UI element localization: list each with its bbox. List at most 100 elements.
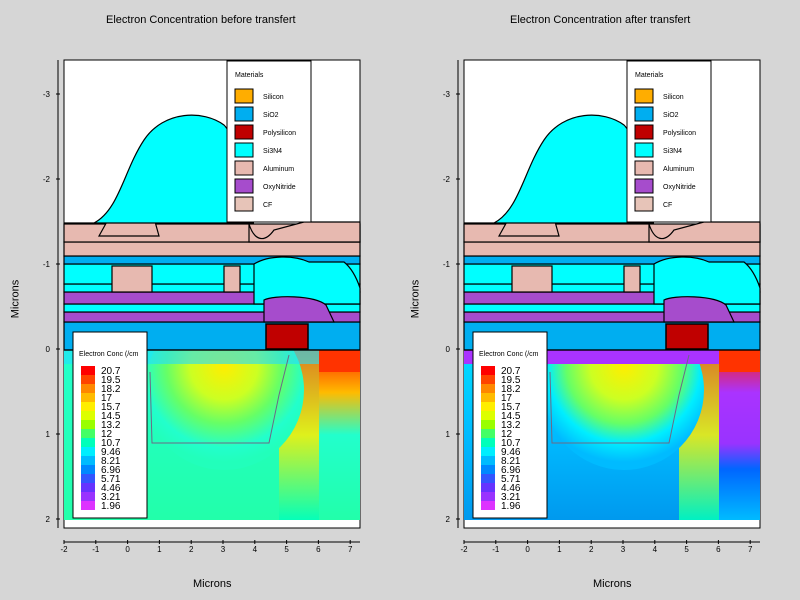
concentration-legend-swatch — [481, 456, 495, 465]
aluminum-step-right — [248, 221, 361, 243]
concentration-legend-swatch — [81, 429, 95, 438]
concentration-legend-swatch — [81, 402, 95, 411]
concentration-legend-swatch — [481, 393, 495, 402]
plot-panel-before: Materials Silicon SiO2 Polysilicon Si3N4 Alum… — [43, 59, 361, 554]
concentration-legend-level: 15.7 — [501, 402, 521, 413]
concentration-legend-swatch — [481, 483, 495, 492]
materials-legend-label: Polysilicon — [263, 130, 296, 137]
concentration-legend-level: 10.7 — [501, 438, 521, 449]
concentration-legend-swatch — [481, 447, 495, 456]
materials-legend-label: Si3N4 — [663, 148, 682, 155]
concentration-legend-swatch — [81, 384, 95, 393]
materials-legend-swatch — [634, 196, 654, 212]
concentration-legend-swatch — [81, 465, 95, 474]
materials-legend-label: OxyNitride — [663, 184, 696, 191]
y-tick-label: -1 — [443, 260, 451, 269]
chart-title-after: Electron Concentration after transfert — [510, 14, 691, 26]
concentration-legend-swatch — [481, 366, 495, 375]
drain-surface — [719, 350, 760, 372]
concentration-legend-level: 13.2 — [101, 420, 121, 431]
concentration-legend-swatch — [481, 384, 495, 393]
concentration-legend-swatch — [81, 456, 95, 465]
concentration-legend-level: 3.21 — [501, 492, 521, 503]
materials-legend-label: SiO2 — [263, 112, 279, 119]
concentration-legend-level: 17 — [101, 393, 113, 404]
concentration-legend-level: 8.21 — [501, 456, 521, 467]
concentration-legend-level: 5.71 — [501, 474, 521, 485]
x-tick-label: 4 — [653, 545, 658, 554]
concentration-legend-level: 4.46 — [101, 483, 121, 494]
layer-aluminum-2 — [463, 241, 761, 257]
x-axis-label-before: Microns — [193, 578, 232, 590]
y-tick-label: 2 — [46, 515, 51, 524]
x-tick-label: 6 — [716, 545, 721, 554]
x-tick-label: 7 — [748, 545, 753, 554]
x-axis-label-after: Microns — [593, 578, 632, 590]
x-tick-label: 7 — [348, 545, 353, 554]
concentration-legend-level: 19.5 — [101, 375, 121, 386]
concentration-legend-level: 20.7 — [501, 366, 521, 377]
drain-surface — [319, 350, 360, 372]
concentration-legend-level: 4.46 — [501, 483, 521, 494]
aluminum-block-mid — [223, 265, 241, 293]
x-tick-label: -2 — [460, 545, 468, 554]
concentration-legend-level: 6.96 — [501, 465, 521, 476]
concentration-legend-swatch — [481, 474, 495, 483]
concentration-legend-swatch — [81, 483, 95, 492]
y-tick-label: -1 — [43, 260, 51, 269]
x-tick-label: 3 — [621, 545, 626, 554]
materials-legend-label: Si3N4 — [263, 148, 282, 155]
concentration-legend-level: 18.2 — [501, 384, 521, 395]
materials-legend-label: Silicon — [263, 94, 284, 101]
concentration-legend-swatch — [481, 375, 495, 384]
concentration-legend-level: 1.96 — [101, 501, 121, 512]
concentration-legend-title: Electron Conc (/cm — [79, 351, 139, 358]
x-tick-label: -1 — [92, 545, 100, 554]
concentration-legend-swatch — [81, 447, 95, 456]
materials-legend-swatch — [634, 124, 654, 140]
concentration-legend-level: 12 — [501, 429, 513, 440]
y-tick-label: -2 — [443, 175, 451, 184]
y-tick-label: 1 — [46, 430, 51, 439]
materials-legend-swatch — [234, 178, 254, 194]
x-tick-label: 6 — [316, 545, 321, 554]
concentration-legend-swatch — [81, 474, 95, 483]
concentration-legend-swatch — [481, 465, 495, 474]
materials-legend-title: Materials — [635, 72, 664, 79]
concentration-legend-level: 14.5 — [501, 411, 521, 422]
concentration-legend-swatch — [81, 492, 95, 501]
aluminum-block-left — [111, 265, 153, 293]
materials-legend-swatch — [234, 124, 254, 140]
aluminum-block-left — [511, 265, 553, 293]
materials-legend — [226, 60, 312, 223]
si3n4-step-right — [253, 256, 361, 305]
materials-legend-swatch — [234, 196, 254, 212]
materials-legend-swatch — [234, 142, 254, 158]
materials-legend-title: Materials — [235, 72, 264, 79]
x-tick-label: 5 — [284, 545, 289, 554]
x-tick-label: 1 — [557, 545, 562, 554]
materials-legend-swatch — [234, 88, 254, 104]
y-tick-label: -2 — [43, 175, 51, 184]
concentration-legend-level: 6.96 — [101, 465, 121, 476]
concentration-legend-swatch — [81, 438, 95, 447]
concentration-legend-level: 20.7 — [101, 366, 121, 377]
concentration-legend-swatch — [481, 501, 495, 510]
materials-legend-swatch — [234, 106, 254, 122]
materials-legend-swatch — [634, 160, 654, 176]
materials-legend-swatch — [634, 142, 654, 158]
concentration-legend-title: Electron Conc (/cm — [479, 351, 539, 358]
junction-line — [549, 354, 690, 444]
concentration-legend-swatch — [481, 402, 495, 411]
concentration-legend-level: 18.2 — [101, 384, 121, 395]
concentration-legend-swatch — [81, 420, 95, 429]
x-tick-label: -2 — [60, 545, 68, 554]
concentration-legend-swatch — [81, 375, 95, 384]
concentration-legend-swatch — [81, 411, 95, 420]
junction-line — [149, 354, 290, 444]
concentration-legend-level: 15.7 — [101, 402, 121, 413]
concentration-legend-level: 3.21 — [101, 492, 121, 503]
concentration-legend-swatch — [481, 429, 495, 438]
concentration-legend-level: 8.21 — [101, 456, 121, 467]
materials-legend-label: SiO2 — [663, 112, 679, 119]
